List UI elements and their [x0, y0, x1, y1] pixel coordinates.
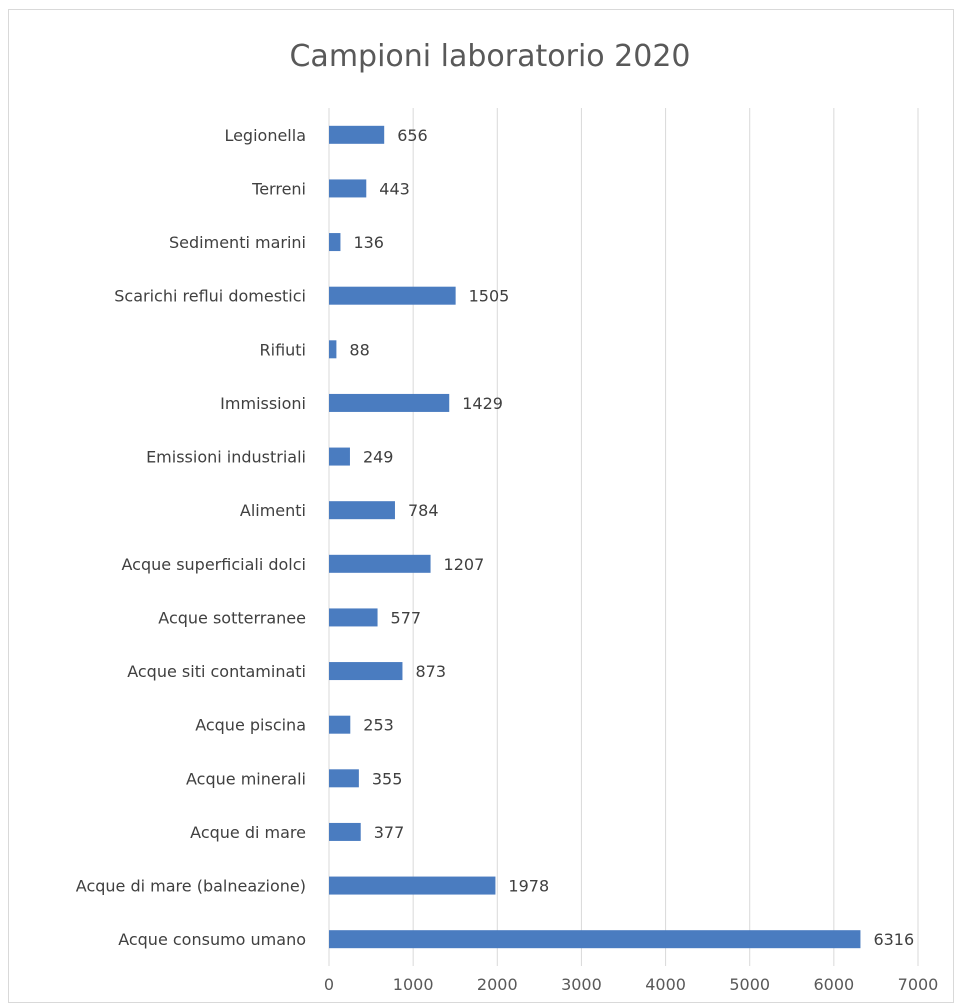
chart-frame: [8, 9, 954, 1003]
data-label: 249: [363, 448, 394, 467]
data-label: 1978: [508, 877, 549, 896]
category-label: Legionella: [224, 126, 306, 145]
data-label: 377: [374, 823, 405, 842]
data-label: 443: [379, 179, 410, 198]
data-label: 577: [391, 608, 422, 627]
data-label: 355: [372, 769, 403, 788]
data-label: 1207: [444, 555, 485, 574]
category-label: Acque di mare: [190, 823, 306, 842]
data-label: 6316: [873, 930, 914, 949]
data-label: 136: [353, 233, 384, 252]
x-tick-label: 3000: [561, 975, 602, 994]
data-label: 873: [415, 662, 446, 681]
x-axis-tick-labels: 0 1000 2000 3000 4000 5000 6000 7000: [324, 975, 938, 994]
category-label: Acque di mare (balneazione): [76, 877, 306, 896]
x-tick-label: 7000: [898, 975, 939, 994]
bar: [329, 501, 395, 520]
category-label: Sedimenti marini: [169, 233, 306, 252]
bars: [329, 125, 861, 949]
x-tick-label: 0: [324, 975, 334, 994]
bar: [329, 447, 350, 466]
bar: [329, 715, 351, 734]
category-label: Acque consumo umano: [118, 930, 306, 949]
x-tick-label: 6000: [813, 975, 854, 994]
data-label: 88: [349, 340, 369, 359]
bar: [329, 769, 359, 788]
category-label: Acque piscina: [195, 716, 306, 735]
category-label: Acque siti contaminati: [127, 662, 306, 681]
category-label: Acque minerali: [186, 769, 306, 788]
x-tick-label: 1000: [393, 975, 434, 994]
data-label: 784: [408, 501, 439, 520]
gridlines: [328, 108, 919, 966]
category-label: Rifiuti: [260, 340, 307, 359]
category-labels: Legionella Terreni Sedimenti marini Scarich…: [76, 126, 306, 949]
data-label: 656: [397, 126, 428, 145]
bar: [329, 608, 378, 627]
bar: [329, 876, 496, 895]
category-label: Emissioni industriali: [146, 448, 306, 467]
data-labels: 656 443 136 1505 88 1429 249 784 1207 577 873 253 35…: [349, 126, 914, 949]
bar: [329, 930, 861, 949]
category-label: Acque sotterranee: [158, 608, 306, 627]
bar: [329, 662, 403, 681]
bar: [329, 179, 367, 198]
category-label: Alimenti: [240, 501, 306, 520]
bar: [329, 125, 385, 144]
category-label: Terreni: [251, 179, 306, 198]
bar: [329, 393, 450, 412]
data-label: 1429: [462, 394, 503, 413]
x-tick-label: 5000: [729, 975, 770, 994]
data-label: 253: [363, 716, 394, 735]
bar: [329, 340, 337, 359]
x-tick-label: 2000: [477, 975, 518, 994]
category-label: Immissioni: [220, 394, 306, 413]
x-tick-label: 4000: [645, 975, 686, 994]
category-label: Acque superficiali dolci: [122, 555, 306, 574]
data-label: 1505: [469, 287, 510, 306]
chart-title: Campioni laboratorio 2020: [289, 39, 690, 74]
bar: [329, 233, 341, 252]
category-label: Scarichi reflui domestici: [114, 287, 306, 306]
bar: [329, 822, 361, 841]
bar: [329, 554, 431, 573]
bar: [329, 286, 456, 305]
